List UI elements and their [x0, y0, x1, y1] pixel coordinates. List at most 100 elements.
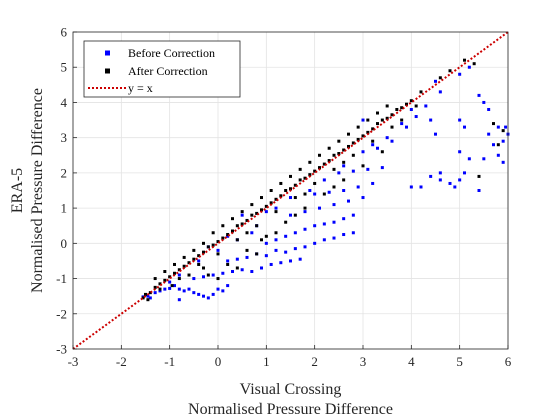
x-tick-label: 1	[263, 354, 270, 369]
point-before-correction	[496, 153, 500, 157]
point-before-correction	[453, 185, 457, 189]
point-before-correction	[361, 118, 365, 122]
point-after-correction	[376, 111, 379, 115]
point-after-correction	[173, 262, 176, 266]
point-after-correction	[308, 160, 312, 164]
point-before-correction	[366, 167, 370, 171]
point-before-correction	[146, 294, 150, 298]
point-after-correction	[342, 178, 346, 182]
point-before-correction	[284, 250, 288, 254]
legend-marker-after-correction	[105, 68, 110, 74]
point-before-correction	[240, 213, 244, 217]
point-before-correction	[458, 150, 462, 154]
point-before-correction	[434, 79, 437, 83]
point-before-correction	[202, 294, 205, 298]
point-after-correction	[293, 183, 297, 187]
point-before-correction	[332, 203, 336, 207]
point-before-correction	[202, 275, 205, 279]
point-after-correction	[144, 292, 147, 296]
point-before-correction	[342, 164, 346, 168]
point-after-correction	[313, 169, 317, 173]
point-before-correction	[385, 136, 389, 140]
point-after-correction	[216, 277, 220, 281]
point-before-correction	[463, 171, 466, 175]
point-after-correction	[158, 287, 162, 291]
point-after-correction	[269, 189, 273, 192]
y-tick-labels: -3 -2 -1 0 1 2 3 4 5 6	[56, 25, 77, 357]
point-before-correction	[168, 286, 172, 290]
x-tick-labels: -3 -2 -1 0 1 2 3 4 5 6	[68, 345, 512, 369]
point-before-correction	[400, 122, 404, 126]
point-after-correction	[313, 181, 317, 185]
point-before-correction	[226, 284, 230, 288]
point-after-correction	[327, 146, 331, 150]
point-after-correction	[235, 266, 239, 270]
point-after-correction	[206, 245, 210, 249]
point-before-correction	[260, 266, 263, 270]
point-after-correction	[250, 213, 254, 217]
point-before-correction	[158, 289, 162, 293]
point-before-correction	[342, 217, 346, 221]
point-before-correction	[274, 238, 278, 242]
point-before-correction	[279, 261, 283, 265]
point-after-correction	[153, 277, 157, 281]
point-before-correction	[182, 289, 186, 293]
point-after-correction	[409, 99, 413, 103]
point-before-correction	[284, 234, 288, 238]
x-tick-label: 0	[215, 354, 222, 369]
point-after-correction	[216, 240, 220, 244]
point-before-correction	[332, 220, 336, 224]
point-after-correction	[221, 224, 225, 228]
point-after-correction	[279, 181, 283, 185]
point-after-correction	[308, 173, 312, 177]
point-before-correction	[303, 210, 307, 214]
legend-label-after-correction: After Correction	[128, 64, 208, 78]
point-after-correction	[141, 296, 145, 300]
point-before-correction	[487, 107, 491, 111]
point-after-correction	[366, 130, 370, 134]
point-after-correction	[279, 194, 283, 198]
point-before-correction	[274, 248, 278, 252]
point-before-correction	[226, 234, 230, 238]
point-after-correction	[168, 275, 172, 279]
point-after-correction	[192, 257, 196, 261]
point-after-correction	[371, 127, 375, 131]
point-before-correction	[361, 196, 365, 200]
point-before-correction	[240, 268, 244, 272]
point-after-correction	[170, 284, 174, 288]
point-after-correction	[260, 208, 263, 212]
point-after-correction	[303, 192, 307, 196]
point-after-correction	[245, 218, 249, 222]
point-after-correction	[414, 104, 418, 108]
point-after-correction	[274, 197, 278, 201]
point-after-correction	[284, 220, 288, 224]
point-after-correction	[438, 76, 442, 80]
point-after-correction	[274, 231, 278, 235]
x-tick-label: 4	[408, 354, 415, 369]
point-before-correction	[371, 143, 375, 147]
point-before-correction	[380, 166, 384, 170]
point-after-correction	[322, 162, 326, 166]
point-after-correction	[332, 167, 336, 171]
point-before-correction	[492, 143, 495, 147]
y-tick-label: 0	[61, 236, 68, 251]
point-before-correction	[187, 287, 191, 291]
y-axis-title-line-1: ERA-5	[9, 168, 26, 213]
point-before-correction	[264, 241, 268, 245]
point-after-correction	[385, 116, 389, 120]
point-after-correction	[463, 58, 466, 62]
point-before-correction	[303, 245, 307, 249]
point-after-correction	[187, 261, 191, 265]
point-after-correction	[289, 174, 292, 178]
point-before-correction	[337, 171, 341, 175]
point-after-correction	[187, 273, 191, 277]
point-before-correction	[226, 259, 230, 263]
point-after-correction	[255, 224, 259, 228]
point-before-correction	[438, 178, 442, 182]
point-before-correction	[245, 255, 249, 259]
point-before-correction	[313, 224, 317, 228]
point-after-correction	[192, 248, 196, 252]
point-before-correction	[293, 231, 297, 235]
